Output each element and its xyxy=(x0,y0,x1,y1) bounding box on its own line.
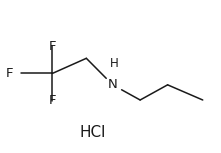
Text: F: F xyxy=(5,67,13,80)
Text: F: F xyxy=(49,94,56,107)
Text: N: N xyxy=(108,78,118,91)
Text: H: H xyxy=(109,57,118,70)
Text: HCl: HCl xyxy=(80,125,106,140)
Text: F: F xyxy=(49,40,56,53)
